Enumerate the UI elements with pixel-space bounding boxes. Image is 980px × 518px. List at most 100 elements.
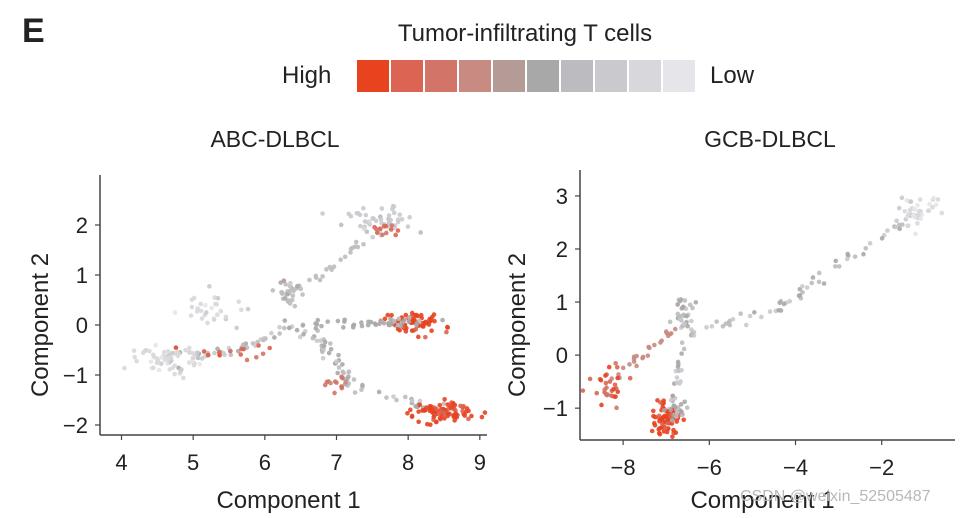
- data-point: [238, 307, 244, 313]
- data-point: [151, 365, 156, 371]
- data-point: [406, 319, 412, 324]
- data-point: [212, 350, 217, 356]
- data-point: [444, 329, 449, 335]
- data-point: [132, 354, 137, 360]
- data-point: [381, 320, 387, 326]
- data-point: [234, 325, 239, 331]
- data-point: [198, 308, 204, 314]
- data-point: [906, 223, 911, 228]
- data-point: [684, 313, 689, 319]
- data-point: [172, 310, 178, 315]
- data-point: [300, 323, 306, 328]
- data-point: [165, 349, 171, 354]
- data-point: [665, 420, 670, 426]
- data-point: [867, 241, 873, 246]
- data-point: [175, 353, 181, 359]
- data-point: [781, 301, 787, 307]
- data-point: [799, 284, 805, 289]
- data-point: [154, 355, 160, 361]
- data-point: [393, 232, 398, 238]
- data-point: [640, 354, 646, 360]
- data-point: [603, 380, 609, 386]
- y-tick-label: 3: [556, 184, 568, 209]
- data-point: [797, 293, 803, 298]
- data-point: [747, 313, 753, 319]
- data-point: [863, 245, 869, 251]
- data-point: [417, 402, 423, 408]
- data-point: [288, 280, 293, 286]
- data-point: [314, 322, 320, 327]
- data-point: [679, 367, 684, 373]
- data-point: [674, 410, 680, 415]
- y-tick-label: 0: [76, 313, 88, 338]
- data-point: [235, 348, 241, 354]
- data-point: [380, 232, 385, 238]
- data-point: [896, 205, 902, 211]
- data-point: [189, 304, 195, 310]
- data-point: [917, 197, 923, 202]
- x-tick-label: 5: [187, 450, 199, 475]
- data-point: [181, 375, 186, 381]
- data-point: [387, 322, 393, 328]
- data-point: [670, 393, 675, 399]
- data-point: [352, 390, 358, 395]
- data-point: [150, 352, 156, 358]
- data-point: [646, 344, 651, 350]
- data-point: [396, 316, 402, 322]
- data-point: [413, 326, 419, 332]
- y-tick-label: 1: [76, 263, 88, 288]
- legend-color-scale: [357, 60, 697, 92]
- data-point: [429, 328, 434, 334]
- data-point: [373, 226, 379, 232]
- data-point: [897, 226, 902, 232]
- data-point: [297, 334, 303, 340]
- data-point: [289, 297, 295, 303]
- y-axis-label: Component 2: [27, 253, 54, 397]
- data-point: [777, 300, 783, 306]
- data-point: [809, 280, 815, 286]
- data-point: [383, 230, 389, 236]
- data-point: [656, 430, 662, 436]
- data-point: [778, 308, 784, 313]
- data-point: [254, 354, 259, 360]
- data-point: [433, 406, 439, 411]
- data-point: [188, 359, 194, 364]
- y-tick-label: −1: [63, 363, 88, 388]
- data-point: [452, 418, 457, 423]
- data-point: [675, 302, 680, 307]
- legend-swatch-6: [561, 60, 593, 92]
- points-group: [122, 203, 488, 427]
- data-point: [906, 212, 911, 218]
- data-point: [383, 223, 389, 229]
- data-point: [361, 241, 366, 247]
- data-point: [677, 298, 683, 304]
- data-point: [240, 342, 246, 347]
- data-point: [609, 393, 614, 399]
- data-point: [191, 350, 196, 356]
- data-point: [215, 295, 221, 301]
- data-point: [627, 375, 633, 381]
- data-point: [615, 375, 620, 381]
- data-point: [693, 300, 699, 305]
- data-point: [341, 325, 346, 330]
- data-point: [153, 342, 158, 348]
- data-point: [361, 226, 367, 232]
- data-point: [680, 304, 686, 310]
- data-point: [159, 355, 164, 360]
- data-point: [418, 312, 424, 318]
- x-tick-label: −8: [611, 455, 636, 480]
- data-point: [388, 227, 394, 232]
- data-point: [367, 219, 372, 224]
- data-point: [134, 358, 139, 364]
- data-point: [346, 369, 352, 375]
- data-point: [405, 224, 411, 229]
- x-tick-label: 4: [115, 450, 127, 475]
- data-point: [469, 413, 474, 419]
- data-point: [222, 352, 227, 358]
- data-point: [679, 351, 684, 356]
- data-point: [394, 397, 399, 403]
- y-tick-label: −2: [63, 413, 88, 438]
- data-point: [335, 370, 340, 376]
- data-point: [199, 356, 205, 361]
- data-point: [602, 387, 607, 392]
